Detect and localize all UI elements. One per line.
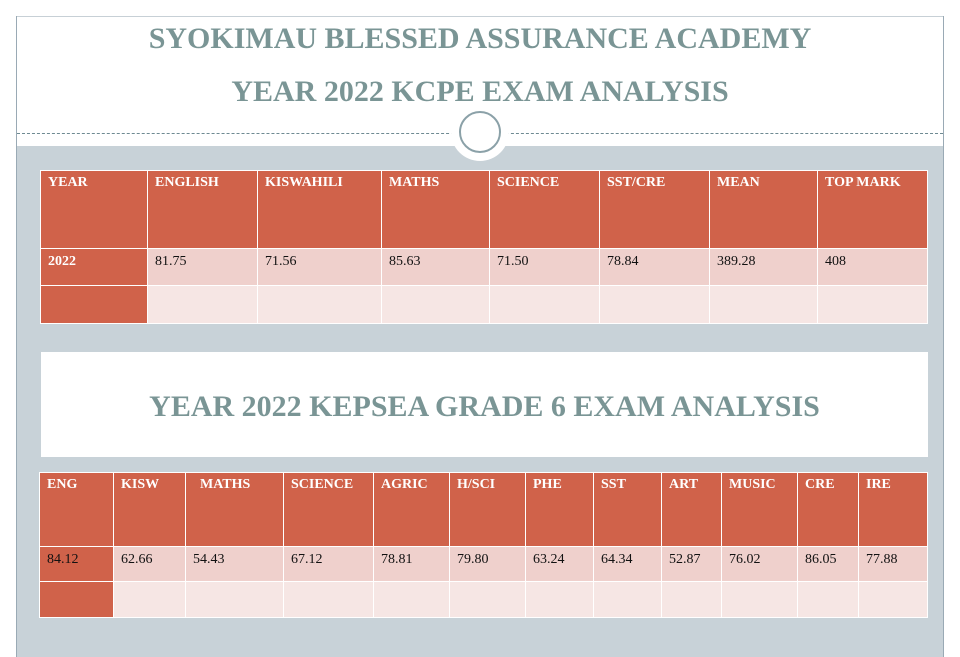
column-header-science: SCIENCE (489, 170, 600, 249)
cell-cre: 86.05 (797, 546, 859, 582)
column-header-agric: AGRIC (373, 472, 450, 547)
kcpe-title: YEAR 2022 KCPE EXAM ANALYSIS (231, 75, 729, 108)
column-header-ire: IRE (858, 472, 928, 547)
cell-sst-cre (599, 285, 710, 324)
cell-sst-cre: 78.84 (599, 248, 710, 286)
column-header-mean: MEAN (709, 170, 818, 249)
cell-year (40, 285, 148, 324)
table-row (39, 581, 928, 618)
kepsea-title: YEAR 2022 KEPSEA GRADE 6 EXAM ANALYSIS (149, 390, 820, 423)
column-header-h-sci: H/SCI (449, 472, 526, 547)
column-header-phe: PHE (525, 472, 594, 547)
column-header-english: ENGLISH (147, 170, 258, 249)
cell-english: 81.75 (147, 248, 258, 286)
cell-phe: 63.24 (525, 546, 594, 582)
column-header-maths: MATHS (185, 472, 284, 547)
column-header-eng: ENG (39, 472, 114, 547)
column-header-maths: MATHS (381, 170, 490, 249)
cell-kisw (113, 581, 186, 618)
cell-kiswahili (257, 285, 382, 324)
column-header-cre: CRE (797, 472, 859, 547)
table-row: 2022 81.75 71.56 85.63 71.50 78.84 389.2… (40, 248, 928, 286)
cell-h-sci (449, 581, 526, 618)
cell-art: 52.87 (661, 546, 722, 582)
cell-maths: 85.63 (381, 248, 490, 286)
page-frame-right (943, 16, 944, 657)
table-row (40, 285, 928, 324)
cell-science (489, 285, 600, 324)
column-header-kiswahili: KISWAHILI (257, 170, 382, 249)
cell-h-sci: 79.80 (449, 546, 526, 582)
column-header-top-mark: TOP MARK (817, 170, 928, 249)
cell-kiswahili: 71.56 (257, 248, 382, 286)
column-header-science: SCIENCE (283, 472, 374, 547)
school-name: SYOKIMAU BLESSED ASSURANCE ACADEMY (148, 22, 812, 55)
cell-maths (381, 285, 490, 324)
column-header-music: MUSIC (721, 472, 798, 547)
cell-cre (797, 581, 859, 618)
column-header-kisw: KISW (113, 472, 186, 547)
page-frame-left (16, 16, 17, 657)
cell-agric (373, 581, 450, 618)
column-header-sst: SST (593, 472, 662, 547)
cell-top-mark (817, 285, 928, 324)
kepsea-results-table: ENG KISW MATHS SCIENCE AGRIC H/SCI PHE S… (39, 472, 928, 618)
cell-english (147, 285, 258, 324)
cell-science: 67.12 (283, 546, 374, 582)
cell-year: 2022 (40, 248, 148, 286)
cell-eng (39, 581, 114, 618)
circle-ornament-icon (451, 103, 509, 161)
cell-maths (185, 581, 284, 618)
cell-music (721, 581, 798, 618)
cell-eng: 84.12 (39, 546, 114, 582)
cell-art (661, 581, 722, 618)
cell-top-mark: 408 (817, 248, 928, 286)
cell-music: 76.02 (721, 546, 798, 582)
cell-sst: 64.34 (593, 546, 662, 582)
column-header-art: ART (661, 472, 722, 547)
cell-maths: 54.43 (185, 546, 284, 582)
page-frame-top (16, 16, 944, 17)
cell-mean: 389.28 (709, 248, 818, 286)
cell-science (283, 581, 374, 618)
kcpe-results-table: YEAR ENGLISH KISWAHILI MATHS SCIENCE SST… (40, 170, 928, 324)
cell-ire (858, 581, 928, 618)
cell-mean (709, 285, 818, 324)
cell-phe (525, 581, 594, 618)
column-header-year: YEAR (40, 170, 148, 249)
cell-ire: 77.88 (858, 546, 928, 582)
cell-science: 71.50 (489, 248, 600, 286)
column-header-sst-cre: SST/CRE (599, 170, 710, 249)
cell-kisw: 62.66 (113, 546, 186, 582)
cell-agric: 78.81 (373, 546, 450, 582)
kepsea-title-panel: YEAR 2022 KEPSEA GRADE 6 EXAM ANALYSIS (41, 352, 928, 457)
cell-sst (593, 581, 662, 618)
table-row: 84.12 62.66 54.43 67.12 78.81 79.80 63.2… (39, 546, 928, 582)
